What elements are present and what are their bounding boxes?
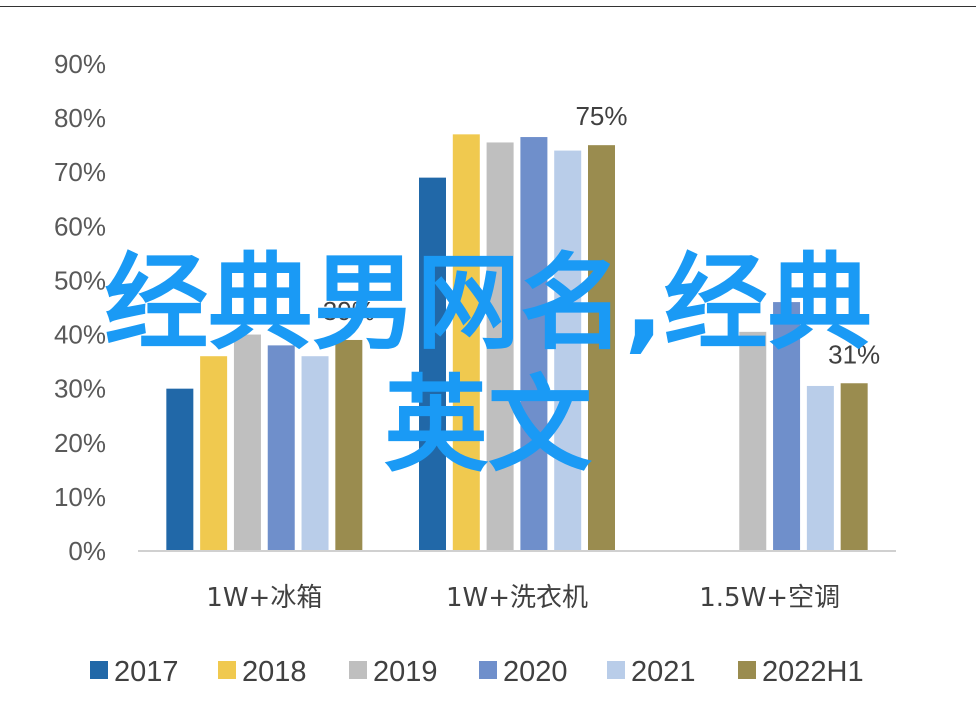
category-labels: 1W+冰箱 1W+洗衣机 1.5W+空调 bbox=[206, 583, 840, 613]
bar bbox=[267, 345, 295, 551]
y-tick-label: 0% bbox=[68, 536, 106, 566]
y-tick-label: 30% bbox=[54, 374, 106, 404]
legend-swatch bbox=[738, 661, 756, 679]
legend-label: 2021 bbox=[631, 656, 696, 688]
y-axis-tick-labels: 0% 10% 20% 30% 40% 50% 60% 70% 80% 90% bbox=[54, 49, 106, 566]
y-tick-label: 50% bbox=[54, 265, 106, 295]
legend-swatch bbox=[218, 661, 236, 679]
data-label: 39% bbox=[323, 296, 375, 326]
bar bbox=[554, 150, 582, 552]
y-tick-label: 70% bbox=[54, 157, 106, 187]
legend-swatch bbox=[90, 661, 108, 679]
y-tick-label: 10% bbox=[54, 482, 106, 512]
y-tick-label: 80% bbox=[54, 103, 106, 133]
bar bbox=[233, 334, 261, 551]
category-label: 1W+冰箱 bbox=[206, 583, 322, 613]
bar-series bbox=[166, 134, 868, 552]
bar bbox=[520, 137, 548, 552]
bar bbox=[335, 339, 363, 551]
bar bbox=[773, 302, 801, 551]
y-tick-label: 40% bbox=[54, 320, 106, 350]
bar bbox=[200, 356, 228, 551]
bar bbox=[806, 385, 834, 551]
bar bbox=[301, 356, 329, 551]
y-tick-label: 90% bbox=[54, 49, 106, 79]
bar bbox=[452, 134, 480, 551]
y-tick-label: 60% bbox=[54, 211, 106, 241]
legend-label: 2020 bbox=[503, 656, 568, 688]
category-label: 1W+洗衣机 bbox=[446, 583, 588, 613]
bar bbox=[739, 331, 767, 551]
y-tick-label: 20% bbox=[54, 428, 106, 458]
data-label: 75% bbox=[575, 101, 627, 131]
bar bbox=[840, 383, 868, 551]
category-label: 1.5W+空调 bbox=[699, 583, 840, 613]
legend-label: 2018 bbox=[242, 656, 307, 688]
bar bbox=[588, 145, 615, 551]
data-label: 31% bbox=[828, 339, 880, 369]
legend-swatch bbox=[349, 661, 367, 679]
legend-swatch bbox=[479, 661, 497, 679]
legend-label: 2019 bbox=[373, 656, 438, 688]
bar bbox=[419, 177, 446, 551]
legend-label: 2022H1 bbox=[762, 656, 864, 688]
top-border-line bbox=[0, 0, 976, 7]
legend-label: 2017 bbox=[114, 656, 179, 688]
legend-swatch bbox=[607, 661, 625, 679]
bar bbox=[486, 142, 514, 551]
legend: 2017 2018 2019 2020 2021 2022H1 bbox=[90, 656, 864, 688]
bar bbox=[166, 388, 194, 551]
data-labels: 39% 75% 31% bbox=[323, 101, 880, 369]
